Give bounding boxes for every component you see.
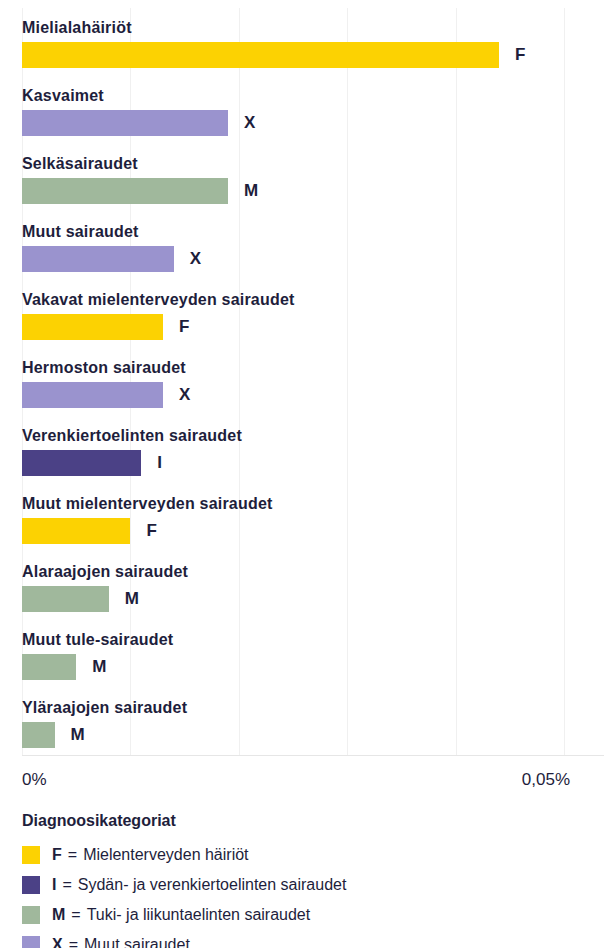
category-label: Muut sairaudet [22, 212, 564, 242]
equals-sign: = [69, 936, 78, 948]
chart-row: Muut tule-sairaudet M [22, 620, 564, 688]
bar-letter: F [179, 317, 189, 337]
gridline [564, 8, 565, 756]
category-label: Verenkiertoelinten sairaudet [22, 416, 564, 446]
bar[interactable] [22, 110, 228, 136]
legend-title: Diagnoosikategoriat [22, 812, 614, 830]
legend-letter: M [52, 906, 65, 923]
bar[interactable] [22, 178, 228, 204]
legend-letter: I [52, 876, 56, 893]
bar[interactable] [22, 314, 163, 340]
legend-label: Tuki- ja liikuntaelinten sairaudet [87, 906, 311, 923]
bar-line: M [22, 178, 564, 204]
bar-letter: M [244, 181, 258, 201]
equals-sign: = [62, 876, 71, 893]
bar-letter: M [92, 657, 106, 677]
bar[interactable] [22, 42, 499, 68]
bar[interactable] [22, 518, 130, 544]
bar-line: X [22, 110, 564, 136]
chart-row: Muut sairaudet X [22, 212, 564, 280]
chart-row: Yläraajojen sairaudet M [22, 688, 564, 756]
bar-letter: I [157, 453, 162, 473]
legend-label: Mielenterveyden häiriöt [83, 846, 248, 863]
legend-letter: F [52, 846, 62, 863]
chart-row: Kasvaimet X [22, 76, 564, 144]
bar-line: F [22, 518, 564, 544]
bar-letter: F [515, 45, 525, 65]
bar[interactable] [22, 382, 163, 408]
legend-label: Sydän- ja verenkiertoelinten sairaudet [78, 876, 347, 893]
bar-line: X [22, 382, 564, 408]
bar-line: X [22, 246, 564, 272]
x-axis-label-min: 0% [22, 770, 47, 790]
category-label: Selkäsairaudet [22, 144, 564, 174]
legend-swatch-M [22, 906, 40, 924]
chart-row: Verenkiertoelinten sairaudet I [22, 416, 564, 484]
chart-row: Alaraajojen sairaudet M [22, 552, 564, 620]
bar-line: F [22, 42, 564, 68]
category-label: Alaraajojen sairaudet [22, 552, 564, 582]
bar[interactable] [22, 586, 109, 612]
chart-row: Muut mielenterveyden sairaudet F [22, 484, 564, 552]
x-axis: 0% 0,05% [22, 756, 570, 790]
category-label: Kasvaimet [22, 76, 564, 106]
category-label: Hermoston sairaudet [22, 348, 564, 378]
bar-line: M [22, 586, 564, 612]
bar-rows: Mielialahäiriöt F Kasvaimet X Selkäsaira… [22, 8, 564, 756]
legend-text: X = Muut sairaudet [52, 936, 190, 948]
legend-swatch-X [22, 936, 40, 948]
legend-item: F = Mielenterveyden häiriöt [22, 840, 614, 870]
chart-row: Mielialahäiriöt F [22, 8, 564, 76]
category-label: Muut mielenterveyden sairaudet [22, 484, 564, 514]
category-label: Muut tule-sairaudet [22, 620, 564, 650]
legend-item: X = Muut sairaudet [22, 930, 614, 948]
x-axis-label-max: 0,05% [522, 770, 570, 790]
legend-label: Muut sairaudet [84, 936, 190, 948]
bar-letter: X [190, 249, 201, 269]
legend-item: I = Sydän- ja verenkiertoelinten sairaudet [22, 870, 614, 900]
category-label: Yläraajojen sairaudet [22, 688, 564, 718]
bar[interactable] [22, 450, 141, 476]
chart-row: Hermoston sairaudet X [22, 348, 564, 416]
chart-row: Vakavat mielenterveyden sairaudet F [22, 280, 564, 348]
legend-text: I = Sydän- ja verenkiertoelinten sairaudet [52, 876, 346, 894]
category-label: Vakavat mielenterveyden sairaudet [22, 280, 564, 310]
legend: Diagnoosikategoriat F=Mielenterveyden hä… [22, 812, 614, 948]
bar-chart: Mielialahäiriöt F Kasvaimet X Selkäsaira… [0, 0, 614, 948]
plot-area: Mielialahäiriöt F Kasvaimet X Selkäsaira… [22, 8, 564, 756]
legend-letter: X [52, 936, 63, 948]
bar-letter: M [71, 725, 85, 745]
bar-line: I [22, 450, 564, 476]
legend-swatch-F [22, 846, 40, 864]
equals-sign: = [68, 846, 77, 863]
legend-item: M = Tuki- ja liikuntaelinten sairaudet [22, 900, 614, 930]
bar-line: M [22, 654, 564, 680]
bar-line: M [22, 722, 564, 748]
chart-row: Selkäsairaudet M [22, 144, 564, 212]
equals-sign: = [71, 906, 80, 923]
legend-text: M = Tuki- ja liikuntaelinten sairaudet [52, 906, 310, 924]
bar[interactable] [22, 654, 76, 680]
bar-line: F [22, 314, 564, 340]
bar-letter: X [244, 113, 255, 133]
bar-letter: F [146, 521, 156, 541]
bar[interactable] [22, 722, 55, 748]
legend-swatch-I [22, 876, 40, 894]
bar-letter: X [179, 385, 190, 405]
bar-letter: M [125, 589, 139, 609]
bar[interactable] [22, 246, 174, 272]
legend-text: F = Mielenterveyden häiriöt [52, 846, 249, 864]
category-label: Mielialahäiriöt [22, 8, 564, 38]
